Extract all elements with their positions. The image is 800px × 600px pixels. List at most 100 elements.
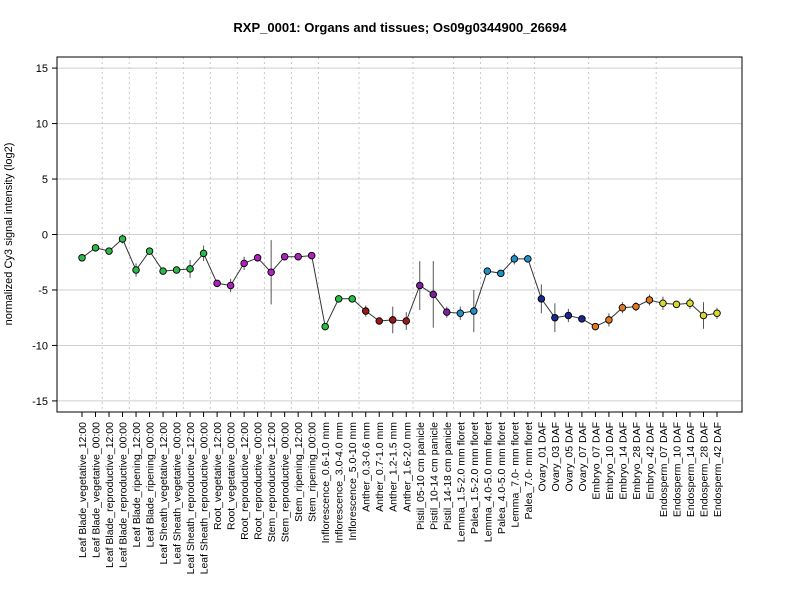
y-tick-label: -15 <box>32 396 48 408</box>
x-tick-label: Root_reproductive_00:00 <box>253 422 265 540</box>
x-tick-label: Anther_1.2-1.5 mm <box>388 422 400 512</box>
data-point <box>537 295 546 303</box>
data-point <box>186 265 194 273</box>
data-point <box>605 316 613 324</box>
data-point <box>145 247 154 255</box>
data-point <box>510 255 519 263</box>
data-point <box>618 303 627 312</box>
x-tick-label: Stem_reproductive_00:00 <box>280 422 292 542</box>
x-tick-label: Ovary_03 DAF <box>550 422 562 491</box>
x-tick-label: Lemma_1.5-2.0 mm floret <box>455 422 467 542</box>
x-tick-label: Anther_0.7-1.0 mm <box>374 422 386 512</box>
data-point <box>429 290 438 299</box>
data-point <box>564 311 573 320</box>
data-point <box>456 309 465 318</box>
data-point <box>280 252 289 261</box>
data-point <box>294 252 302 261</box>
x-tick-label: Embryo_10 DAF <box>604 422 616 500</box>
y-tick-label: 0 <box>42 230 48 242</box>
x-tick-label: Leaf Blade_vegetative_12:00 <box>77 422 89 558</box>
x-axis: Leaf Blade_vegetative_12:00 Leaf Blade_ve… <box>77 412 724 574</box>
x-tick-label: Anther_1.6-2.0 mm <box>401 422 413 512</box>
error-bars <box>81 234 718 334</box>
x-tick-label: Leaf Sheath_reproductive_00:00 <box>199 422 211 575</box>
chart-title: RXP_0001: Organs and tissues; Os09g03449… <box>233 20 567 35</box>
data-point <box>361 307 370 315</box>
x-tick-label: Leaf Sheath_vegetative_12:00 <box>158 422 170 565</box>
y-axis: -15 -10 -5 0 5 10 15 <box>32 63 57 408</box>
data-point <box>375 317 383 325</box>
x-tick-label: Inflorescence_5.0-10 mm <box>347 422 359 541</box>
data-point <box>591 322 600 331</box>
data-point <box>699 311 708 320</box>
data-point <box>91 244 100 252</box>
data-point <box>132 266 140 274</box>
data-point <box>253 254 262 262</box>
x-tick-label: Ovary_07 DAF <box>577 422 589 491</box>
x-tick-label: Palea_7.0- mm floret <box>523 422 535 520</box>
x-tick-label: Leaf Blade_ripening_12:00 <box>131 422 143 548</box>
x-tick-label: Embryo_07 DAF <box>590 422 602 500</box>
x-tick-label: Stem_ripening_00:00 <box>307 422 319 522</box>
series-line <box>81 238 718 329</box>
x-tick-label: Root_reproductive_12:00 <box>239 422 251 540</box>
y-axis-label: normalized Cy3 signal intensity (log2) <box>3 143 15 326</box>
data-point <box>118 235 127 243</box>
y-tick-label: -10 <box>32 340 48 352</box>
data-point <box>551 313 559 322</box>
data-point <box>159 267 167 275</box>
x-tick-label: Pistil_10-14 cm panicle <box>428 422 440 530</box>
data-point <box>334 295 343 303</box>
data-point <box>213 279 221 288</box>
x-tick-label: Anther_0.3-0.6 mm <box>361 422 373 512</box>
data-point <box>524 255 532 263</box>
x-tick-label: Palea_4.0-5.0 mm floret <box>496 422 508 534</box>
x-tick-label: Leaf Blade_vegetative_00:00 <box>91 422 103 558</box>
x-tick-label: Stem_ripening_12:00 <box>293 422 305 522</box>
x-tick-label: Pistil_05-10 cm panicle <box>415 422 427 530</box>
data-point <box>686 299 694 308</box>
data-point <box>470 307 478 315</box>
x-tick-label: Palea_1.5-2.0 mm floret <box>469 422 481 534</box>
x-tick-label: Leaf Sheath_reproductive_12:00 <box>185 422 197 575</box>
x-tick-label: Ovary_05 DAF <box>563 422 575 491</box>
x-tick-label: Endosperm_10 DAF <box>672 422 684 517</box>
data-point <box>497 269 505 278</box>
x-tick-label: Lemma_7.0- mm floret <box>509 422 521 528</box>
data-point <box>172 266 181 274</box>
x-tick-label: Endosperm_07 DAF <box>658 422 670 517</box>
x-tick-label: Ovary_01 DAF <box>536 422 548 491</box>
data-point <box>78 254 86 262</box>
data-point <box>443 308 451 316</box>
data-point <box>713 309 721 318</box>
data-point <box>578 315 586 323</box>
x-tick-label: Leaf Blade_ripening_00:00 <box>145 422 157 548</box>
data-point <box>267 268 275 276</box>
y-tick-label: 10 <box>36 119 48 131</box>
x-tick-label: Pistil_14-18 cm panicle <box>442 422 454 530</box>
grid-layer <box>57 57 742 412</box>
x-tick-label: Lemma_4.0-5.0 mm floret <box>482 422 494 542</box>
x-tick-label: Endosperm_28 DAF <box>699 422 711 517</box>
data-point <box>105 247 113 255</box>
data-point <box>388 316 397 324</box>
x-tick-label: Leaf Blade_reproductive_12:00 <box>104 422 116 568</box>
data-point <box>416 281 424 290</box>
x-tick-label: Leaf Sheath_vegetative_00:00 <box>172 422 184 565</box>
x-tick-label: Root_vegetative_00:00 <box>226 422 238 530</box>
y-tick-label: -5 <box>38 285 48 297</box>
x-tick-label: Embryo_14 DAF <box>617 422 629 500</box>
x-tick-label: Endosperm_14 DAF <box>685 422 697 517</box>
x-tick-label: Embryo_42 DAF <box>644 422 656 500</box>
x-tick-label: Root_vegetative_12:00 <box>212 422 224 530</box>
data-point <box>199 249 208 258</box>
x-tick-label: Inflorescence_3.0-4.0 mm <box>334 422 346 544</box>
data-point <box>659 299 667 308</box>
y-tick-label: 5 <box>42 174 48 186</box>
y-tick-label: 15 <box>36 63 48 75</box>
x-tick-label: Inflorescence_0.6-1.0 mm <box>320 422 332 544</box>
x-tick-label: Leaf Blade_reproductive_00:00 <box>118 422 130 568</box>
data-point <box>483 267 492 275</box>
x-tick-label: Stem_reproductive_12:00 <box>266 422 278 542</box>
